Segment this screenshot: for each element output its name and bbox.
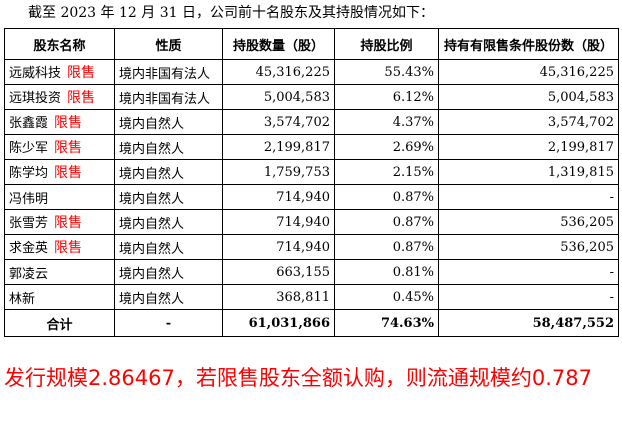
holder-name-cell: 求金英 限售 [4,234,115,260]
table-row: 张鑫霞 限售 境内自然人 3,574,702 4.37% 3,574,702 [4,109,619,135]
restricted-shares: 536,205 [438,234,619,260]
restricted-annotation: 限售 [54,140,83,156]
red-annotation-note: 发行规模2.86467，若限售股东全额认购，则流通规模约0.787 [4,366,592,390]
holder-name-cell: 陈少军 限售 [4,134,115,160]
holder-name-cell: 张雪芳 限售 [4,209,115,235]
table-row: 郭凌云 境内自然人 663,155 0.81% - [4,259,619,285]
holder-name-cell: 张鑫霞 限售 [4,109,115,135]
header-ratio: 持股比例 [334,28,439,60]
holder-nature: 境内自然人 [114,184,223,210]
holder-name: 求金英 [9,241,49,256]
holder-name-cell: 林新 [4,284,115,310]
shares-held: 714,940 [222,234,335,260]
holder-name: 陈少军 [9,141,49,156]
holder-name: 远琪投资 [9,91,62,106]
total-row: 合计 - 61,031,866 74.63% 58,487,552 [4,309,619,337]
holding-ratio: 6.12% [334,84,439,110]
header-shares: 持股数量（股） [222,28,335,60]
restricted-annotation: 限售 [67,90,96,106]
table-row: 冯伟明 境内自然人 714,940 0.87% - [4,184,619,210]
shares-held: 45,316,225 [222,59,335,85]
table-row: 陈少军 限售 境内自然人 2,199,817 2.69% 2,199,817 [4,134,619,160]
table-header-row: 股东名称 性质 持股数量（股） 持股比例 持有有限售条件股份数（股） [4,28,619,60]
holder-name: 郭凌云 [9,266,49,282]
holder-name-cell: 冯伟明 [4,184,115,210]
header-nature: 性质 [114,28,223,60]
intro-text: 截至 2023 年 12 月 31 日，公司前十名股东及其持股情况如下： [28,5,434,21]
restricted-shares: 536,205 [438,209,619,235]
table-row: 远威科技 限售 境内非国有法人 45,316,225 55.43% 45,316,… [4,59,619,85]
table-row: 林新 境内自然人 368,811 0.45% - [4,284,619,310]
restricted-shares: 45,316,225 [438,59,619,85]
table-row: 张雪芳 限售 境内自然人 714,940 0.87% 536,205 [4,209,619,235]
table-row: 远琪投资 限售 境内非国有法人 5,004,583 6.12% 5,004,583 [4,84,619,110]
holder-name: 冯伟明 [9,191,49,207]
table-row: 陈学均 限售 境内自然人 1,759,753 2.15% 1,319,815 [4,159,619,185]
holding-ratio: 4.37% [334,109,439,135]
holding-ratio: 2.69% [334,134,439,160]
holding-ratio: 0.81% [334,259,439,285]
restricted-annotation: 限售 [54,115,83,131]
holder-nature: 境内自然人 [114,284,223,310]
shareholders-table: 股东名称 性质 持股数量（股） 持股比例 持有有限售条件股份数（股） 远威科技限… [4,28,619,337]
shares-held: 5,004,583 [222,84,335,110]
total-nature: - [114,309,223,337]
restricted-shares: 3,574,702 [438,109,619,135]
holding-ratio: 0.87% [334,184,439,210]
shares-held: 3,574,702 [222,109,335,135]
holder-nature: 境内非国有法人 [114,84,223,110]
holding-ratio: 55.43% [334,59,439,85]
holding-ratio: 0.45% [334,284,439,310]
holder-name: 林新 [9,291,36,307]
holder-name: 远威科技 [9,66,62,81]
total-restricted-shares: 58,487,552 [438,309,619,337]
shares-held: 1,759,753 [222,159,335,185]
holder-nature: 境内自然人 [114,159,223,185]
shares-held: 368,811 [222,284,335,310]
holding-ratio: 0.87% [334,234,439,260]
restricted-annotation: 限售 [54,215,83,231]
restricted-annotation: 限售 [54,240,83,256]
restricted-annotation: 限售 [54,165,83,181]
holder-name-cell: 陈学均 限售 [4,159,115,185]
holder-name: 陈学均 [9,166,49,181]
restricted-shares: - [438,284,619,310]
restricted-shares: 2,199,817 [438,134,619,160]
holder-nature: 境内自然人 [114,109,223,135]
total-shares: 61,031,866 [222,309,335,337]
holder-nature: 境内自然人 [114,209,223,235]
holder-nature: 境内自然人 [114,234,223,260]
total-ratio: 74.63% [334,309,439,337]
header-restricted-shares: 持有有限售条件股份数（股） [438,28,619,60]
holder-name-cell: 远威科技 限售 [4,59,115,85]
holder-name-cell: 远琪投资 限售 [4,84,115,110]
restricted-shares: - [438,184,619,210]
holder-nature: 境内非国有法人 [114,59,223,85]
shares-held: 714,940 [222,184,335,210]
holding-ratio: 2.15% [334,159,439,185]
holder-nature: 境内自然人 [114,259,223,285]
shares-held: 2,199,817 [222,134,335,160]
table-row: 求金英 限售 境内自然人 714,940 0.87% 536,205 [4,234,619,260]
holding-ratio: 0.87% [334,209,439,235]
restricted-annotation: 限售 [67,65,96,81]
restricted-shares: 5,004,583 [438,84,619,110]
holder-nature: 境内自然人 [114,134,223,160]
holder-name: 张雪芳 [9,216,49,231]
shares-held: 663,155 [222,259,335,285]
holder-name-cell: 郭凌云 [4,259,115,285]
total-label: 合计 [4,309,115,337]
shares-held: 714,940 [222,209,335,235]
restricted-shares: - [438,259,619,285]
header-holder-name: 股东名称 [4,28,115,60]
holder-name: 张鑫霞 [9,116,49,131]
restricted-shares: 1,319,815 [438,159,619,185]
